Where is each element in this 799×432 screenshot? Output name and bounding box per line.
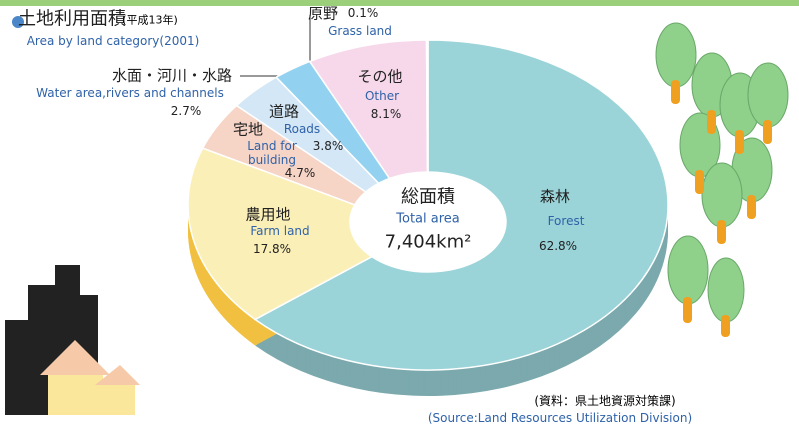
value-label: 17.8% bbox=[253, 243, 291, 257]
top-band bbox=[0, 0, 799, 6]
category-label: 原野 bbox=[308, 5, 338, 22]
value-label: 62.8% bbox=[539, 240, 577, 254]
center-label-en: Total area bbox=[396, 213, 459, 228]
category-label-en: Forest bbox=[548, 215, 585, 229]
page: 土地利用面積 (平成13年) Area by land category(200… bbox=[0, 0, 799, 432]
category-label: 農用地 bbox=[245, 206, 290, 223]
trees bbox=[656, 23, 788, 337]
category-label-en: Land for building bbox=[237, 140, 307, 168]
slice bbox=[426, 40, 428, 172]
chart-title: 土地利用面積 bbox=[18, 10, 126, 31]
center-value: 7,404km² bbox=[385, 233, 472, 254]
value-label: 8.1% bbox=[371, 108, 402, 122]
chart-subtitle: Area by land category(2001) bbox=[27, 35, 200, 49]
source-en: (Source:Land Resources Utilization Divis… bbox=[428, 412, 692, 426]
category-label-en: Water area,rivers and channels bbox=[36, 87, 224, 101]
value-label: 4.7% bbox=[285, 167, 316, 181]
center-label: 総面積 bbox=[401, 188, 455, 209]
category-label-en: Grass land bbox=[328, 25, 392, 39]
value-label: 2.7% bbox=[171, 105, 202, 119]
title-note: (平成13年) bbox=[122, 15, 178, 28]
category-label: 道路 bbox=[269, 103, 299, 120]
value-label: 3.8% bbox=[313, 140, 344, 154]
category-label: 森林 bbox=[540, 188, 570, 205]
category-label-en: Roads bbox=[284, 123, 320, 137]
source-ja: (資料：県土地資源対策課) bbox=[534, 395, 675, 409]
category-label-en: Other bbox=[365, 90, 399, 104]
value-label: 0.1% bbox=[348, 7, 379, 21]
category-label: 水面・河川・水路 bbox=[112, 67, 232, 84]
category-label-en: Farm land bbox=[250, 225, 309, 239]
buildings bbox=[5, 265, 140, 415]
category-label: その他 bbox=[357, 68, 402, 85]
category-label: 宅地 bbox=[233, 121, 263, 138]
